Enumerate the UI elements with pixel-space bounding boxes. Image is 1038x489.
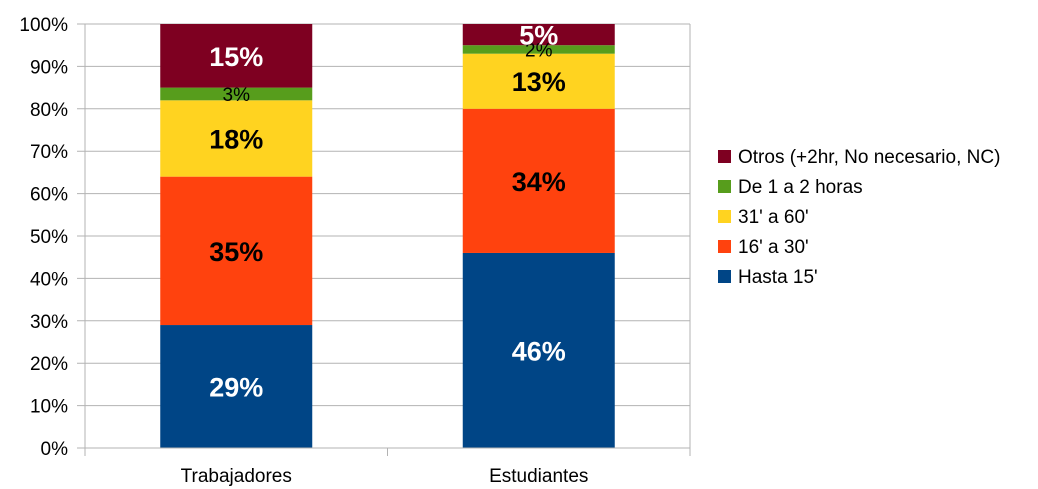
legend: Otros (+2hr, No necesario, NC) De 1 a 2 h… [718,147,1000,288]
y-tick-label: 100% [19,15,68,36]
bar-data-label: 29% [209,373,263,403]
y-tick-label: 20% [30,354,68,375]
bar-data-labels: 29% 35% 18% 3% 15% 46% 34% 13% 2%5% [209,21,566,403]
bar-segment [160,87,313,101]
y-tick-label: 40% [30,269,68,290]
bar-segment [160,325,313,448]
legend-label: Otros (+2hr, No necesario, NC) [738,147,1000,168]
legend-swatch [718,210,731,223]
bar-data-label: 2% [525,40,553,61]
x-category-label: Estudiantes [489,466,588,487]
y-tick-label: 30% [30,312,68,333]
y-tick-label: 60% [30,185,68,206]
bar-segment [462,108,615,253]
legend-label: 31' a 60' [738,207,809,228]
legend-swatch [718,180,731,193]
legend-swatch [718,240,731,253]
bar-segment [462,24,615,46]
bar-data-label: 34% [512,167,566,197]
bar-data-label: 46% [512,336,566,366]
bar-data-label: 35% [209,237,263,267]
bar-segment [462,252,615,448]
legend-swatch [718,150,731,163]
y-tick-label: 70% [30,142,68,163]
legend-label: De 1 a 2 horas [738,177,863,198]
y-tick-label: 80% [30,100,68,121]
bars [160,24,615,448]
bar-data-label: 13% [512,67,566,97]
bar-segment [160,100,313,177]
y-tick-label: 50% [30,227,68,248]
y-tick-label: 90% [30,57,68,78]
bar-data-label: 3% [223,85,251,106]
x-category-label: Trabajadores [181,466,292,487]
bar-data-label: 5% [519,21,558,51]
bar-segment [160,24,313,88]
y-tick-label: 10% [30,397,68,418]
legend-swatch [718,270,731,283]
bar-segment [462,45,615,54]
bar-data-label: 15% [209,42,263,72]
bar-segment [462,53,615,109]
y-tick-label: 0% [41,439,69,460]
legend-label: Hasta 15' [738,267,818,288]
y-axis-tick-labels: 0% 10% 20% 30% 40% 50% 60% 70% 80% 90% 100% [19,15,68,460]
legend-label: 16' a 30' [738,237,809,258]
bar-data-label: 18% [209,124,263,154]
x-axis: Trabajadores Estudiantes [84,447,691,487]
bar-segment [160,176,313,326]
